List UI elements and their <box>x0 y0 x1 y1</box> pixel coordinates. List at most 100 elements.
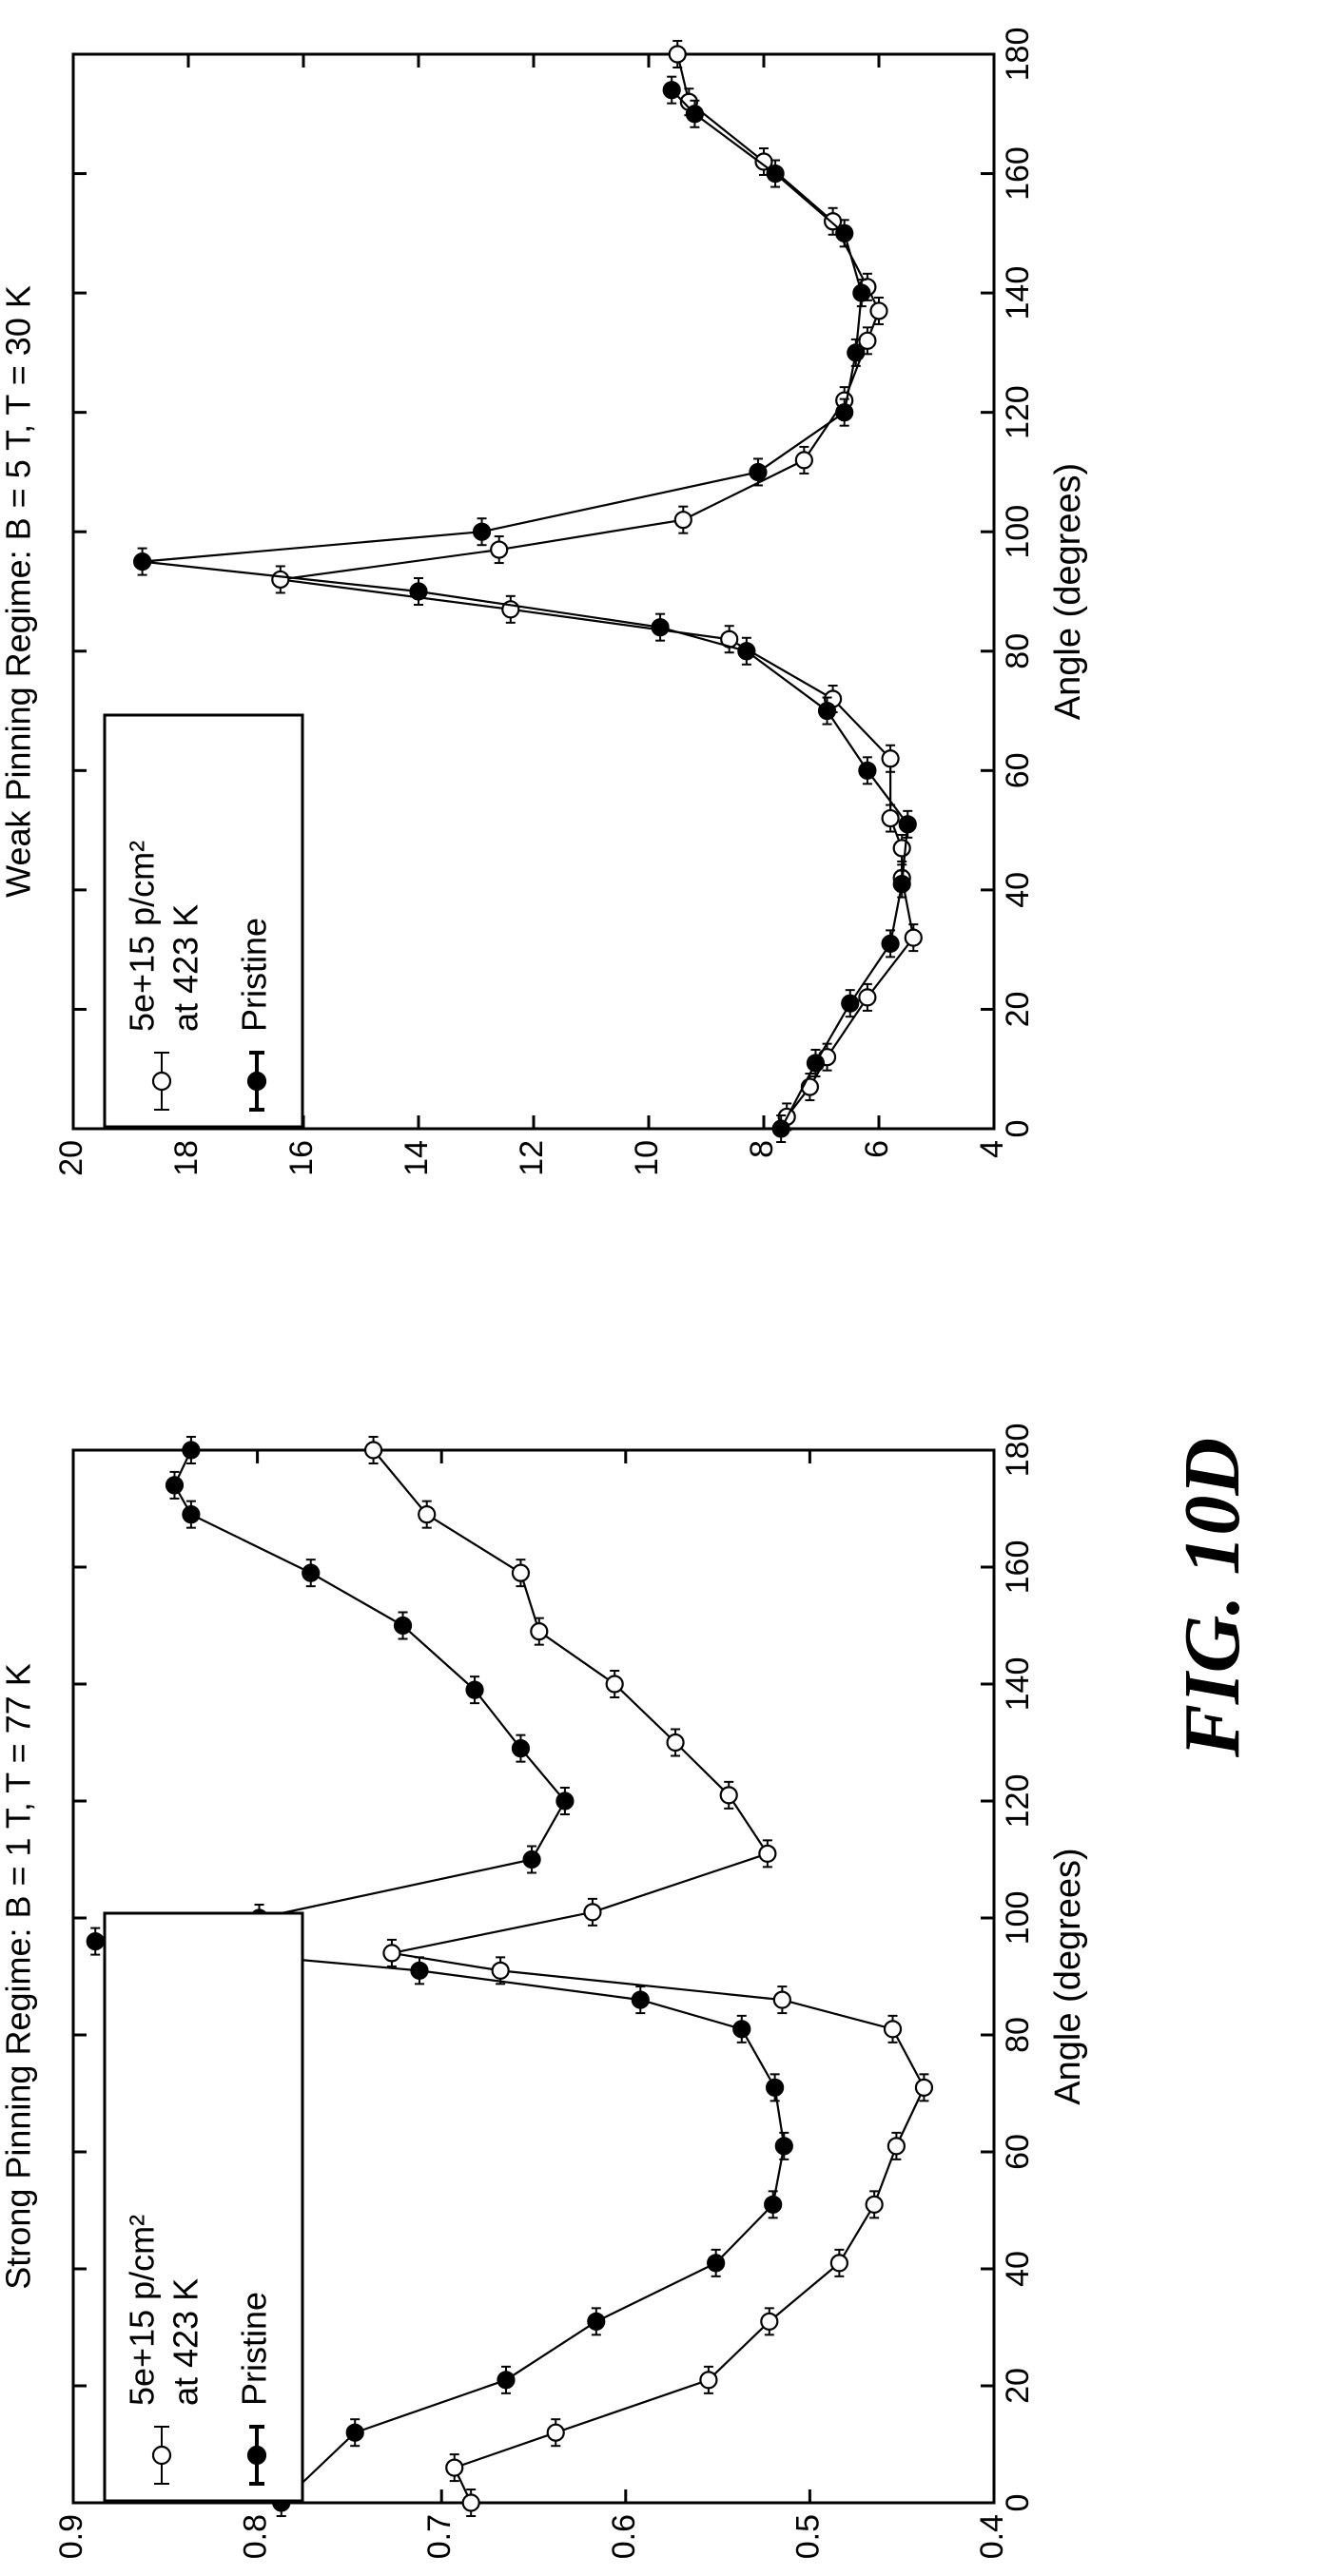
data-point-pristine <box>662 81 681 100</box>
data-point-irradiated <box>699 2371 718 2390</box>
data-point-irradiated <box>673 511 692 530</box>
chart-title: Strong Pinning Regime: B = 1 T, T = 77 K <box>0 1663 38 2289</box>
data-point-pristine <box>847 343 866 362</box>
y-tick-label: 12 <box>514 1140 550 1176</box>
data-point-pristine <box>182 1441 201 1460</box>
data-point-pristine <box>345 2423 364 2442</box>
data-point-pristine <box>182 1505 201 1524</box>
data-point-pristine <box>707 2254 726 2273</box>
x-tick-label: 120 <box>1000 385 1036 439</box>
data-point-irradiated <box>758 1844 777 1863</box>
x-tick-label: 20 <box>1000 2368 1036 2404</box>
y-tick-label: 0.8 <box>238 2514 274 2559</box>
x-tick-label: 80 <box>1000 2017 1036 2053</box>
legend-swatch-marker <box>151 1071 172 1092</box>
x-tick-label: 100 <box>1000 505 1036 559</box>
x-tick-label: 180 <box>1000 1424 1036 1478</box>
data-point-irradiated <box>883 2020 903 2039</box>
data-point-irradiated <box>668 45 687 64</box>
y-tick-label: 14 <box>399 1140 435 1176</box>
data-point-irradiated <box>892 839 911 858</box>
data-point-pristine <box>587 2312 606 2331</box>
data-point-irradiated <box>461 2493 480 2512</box>
x-tick-label: 160 <box>1000 1540 1036 1595</box>
data-point-irradiated <box>881 749 900 768</box>
data-point-irradiated <box>445 2458 464 2477</box>
x-tick-label: 140 <box>1000 1657 1036 1712</box>
data-point-pristine <box>892 875 911 894</box>
data-point-pristine <box>806 1054 826 1073</box>
y-tick-label: 0.9 <box>53 2514 89 2559</box>
x-tick-label: 180 <box>1000 28 1036 82</box>
data-point-irradiated <box>865 2195 884 2214</box>
data-point-pristine <box>410 1961 429 1980</box>
strong-pinning-panel: 0 20 40 60 80 100 120 140 160 180 0.4 0.5 0.6 0.7 0.8 0… <box>0 1424 1088 2560</box>
x-tick-label: 20 <box>1000 992 1036 1028</box>
data-point-pristine <box>771 1119 790 1138</box>
data-point-irradiated <box>382 1944 401 1963</box>
legend-box <box>103 713 304 1129</box>
data-point-pristine <box>766 164 785 184</box>
data-point-pristine <box>631 1990 650 2009</box>
y-tick-label: 0.5 <box>789 2514 826 2559</box>
x-axis-label: Angle (degrees) <box>1048 1848 1088 2104</box>
data-point-pristine <box>302 1563 321 1582</box>
data-point-irradiated <box>363 1441 383 1460</box>
data-point-pristine <box>774 2137 793 2156</box>
data-point-irradiated <box>858 331 877 350</box>
data-point-irradiated <box>583 1903 602 1922</box>
weak-pinning-panel: 0 20 40 60 80 100 120 140 160 180 4 6 8 10 12 14 16 18 20 A… <box>0 28 1088 1176</box>
data-point-irradiated <box>869 301 888 320</box>
legend-swatch-marker <box>151 2445 172 2466</box>
x-tick-label: 140 <box>1000 266 1036 320</box>
series-line-irradiated <box>372 1449 926 2504</box>
data-point-irradiated <box>666 1733 685 1753</box>
data-point-irradiated <box>271 570 290 590</box>
data-point-pristine <box>764 2195 783 2214</box>
x-tick-label: 100 <box>1000 1891 1036 1946</box>
x-tick-label: 160 <box>1000 146 1036 201</box>
figure-label: FIG. 10D <box>1168 1438 1257 1758</box>
data-point-pristine <box>835 223 854 242</box>
data-point-pristine <box>841 994 860 1013</box>
data-point-irradiated <box>794 451 813 470</box>
y-tick-label: 0.4 <box>974 2514 1010 2559</box>
y-tick-label: 18 <box>168 1140 205 1176</box>
data-point-irradiated <box>914 2078 934 2097</box>
data-point-irradiated <box>491 1961 510 1980</box>
legend-label-pristine: Pristine <box>235 918 274 1032</box>
x-tick-label: 40 <box>1000 2251 1036 2287</box>
data-point-irradiated <box>490 540 509 559</box>
data-point-pristine <box>133 552 152 571</box>
plot-frame <box>71 1448 996 2505</box>
data-point-irradiated <box>754 152 773 171</box>
data-point-pristine <box>835 403 854 422</box>
data-point-pristine <box>685 105 705 124</box>
y-tick-label: 10 <box>629 1140 665 1176</box>
data-point-pristine <box>732 2020 751 2039</box>
data-point-irradiated <box>881 808 900 828</box>
data-point-pristine <box>858 761 877 780</box>
chart-title: Weak Pinning Regime: B = 5 T, T = 30 K <box>0 285 38 898</box>
data-point-pristine <box>472 522 492 541</box>
data-point-irradiated <box>511 1563 531 1582</box>
x-tick-label: 40 <box>1000 872 1036 908</box>
data-point-irradiated <box>904 928 923 947</box>
y-tick-label: 20 <box>53 1140 89 1176</box>
legend-swatch-marker <box>246 1071 267 1092</box>
data-point-pristine <box>465 1680 484 1699</box>
data-point-pristine <box>881 934 900 953</box>
x-tick-label: 80 <box>1000 633 1036 669</box>
legend-label-irradiated: 5e+15 p/cm² <box>123 841 162 1032</box>
legend-swatch-marker <box>246 2445 267 2466</box>
y-tick-label: 6 <box>859 1140 895 1158</box>
data-point-pristine <box>749 462 768 482</box>
x-tick-label: 60 <box>1000 2134 1036 2170</box>
data-point-irradiated <box>605 1675 624 1694</box>
data-point-pristine <box>393 1616 413 1636</box>
data-point-irradiated <box>530 1622 549 1641</box>
data-point-pristine <box>817 701 837 721</box>
data-point-irradiated <box>760 2312 779 2331</box>
x-tick-label: 0 <box>1000 1120 1036 1138</box>
